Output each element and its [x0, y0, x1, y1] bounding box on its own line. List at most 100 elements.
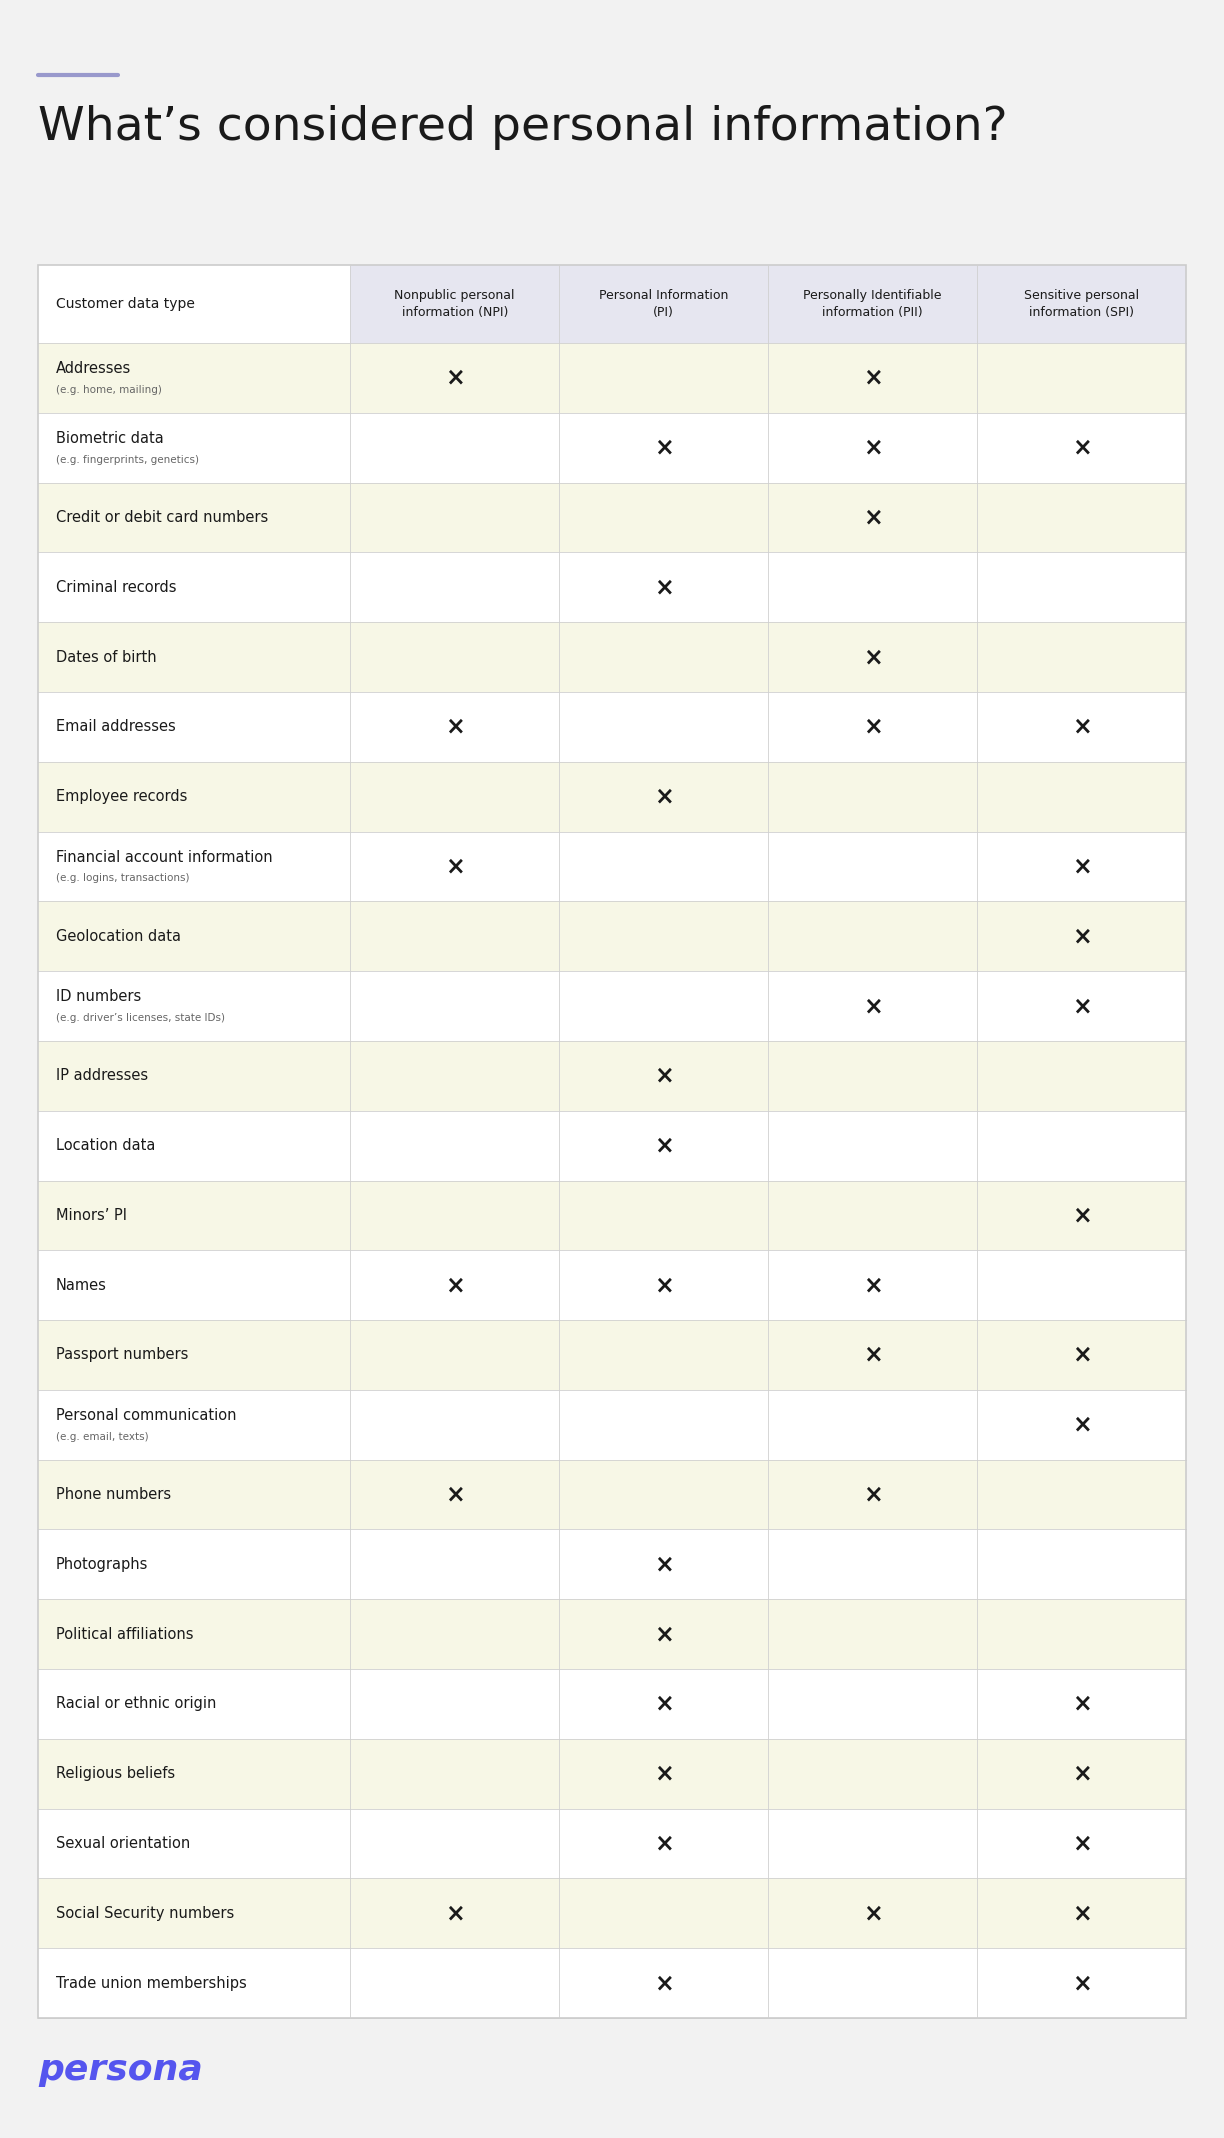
Text: (e.g. home, mailing): (e.g. home, mailing): [56, 385, 162, 396]
Text: ×: ×: [654, 785, 673, 808]
Text: ×: ×: [1072, 1343, 1092, 1366]
Text: ×: ×: [1072, 1832, 1092, 1856]
Text: ×: ×: [444, 1901, 465, 1926]
Text: ID numbers: ID numbers: [56, 990, 141, 1005]
Text: (e.g. email, texts): (e.g. email, texts): [56, 1432, 148, 1441]
Bar: [38, 483, 1186, 552]
Text: ×: ×: [444, 714, 465, 740]
Bar: [38, 1809, 1186, 1879]
Text: ×: ×: [654, 575, 673, 599]
Text: ×: ×: [1072, 924, 1092, 949]
Text: Sexual orientation: Sexual orientation: [56, 1837, 190, 1852]
Text: Financial account information: Financial account information: [56, 851, 273, 866]
Text: ×: ×: [654, 1691, 673, 1717]
Text: IP addresses: IP addresses: [56, 1069, 148, 1084]
Bar: [38, 1529, 1186, 1599]
Text: ×: ×: [654, 1971, 673, 1995]
Text: Location data: Location data: [56, 1137, 155, 1152]
Text: Racial or ethnic origin: Racial or ethnic origin: [56, 1695, 217, 1710]
Text: Credit or debit card numbers: Credit or debit card numbers: [56, 511, 268, 526]
Text: Personal communication: Personal communication: [56, 1409, 236, 1424]
Text: ×: ×: [444, 366, 465, 389]
Bar: [38, 342, 1186, 413]
Text: Criminal records: Criminal records: [56, 579, 176, 594]
Text: Names: Names: [56, 1279, 106, 1293]
Text: ×: ×: [863, 714, 883, 740]
Text: Dates of birth: Dates of birth: [56, 650, 157, 665]
Text: (e.g. logins, transactions): (e.g. logins, transactions): [56, 872, 190, 883]
Text: Nonpublic personal
information (NPI): Nonpublic personal information (NPI): [394, 289, 515, 319]
Bar: [38, 761, 1186, 832]
Text: ×: ×: [444, 855, 465, 879]
Text: ×: ×: [654, 1274, 673, 1298]
Bar: [38, 413, 1186, 483]
Bar: [38, 265, 1186, 2018]
Bar: [350, 265, 1186, 342]
Text: ×: ×: [863, 1482, 883, 1507]
Text: Email addresses: Email addresses: [56, 718, 176, 733]
Text: Social Security numbers: Social Security numbers: [56, 1905, 234, 1920]
Text: ×: ×: [654, 1832, 673, 1856]
Text: Sensitive personal
information (SPI): Sensitive personal information (SPI): [1024, 289, 1140, 319]
Text: ×: ×: [444, 1274, 465, 1298]
Text: Passport numbers: Passport numbers: [56, 1347, 188, 1362]
Text: ×: ×: [1072, 1204, 1092, 1227]
Text: Religious beliefs: Religious beliefs: [56, 1766, 175, 1781]
Bar: [38, 1738, 1186, 1809]
Text: ×: ×: [1072, 1971, 1092, 1995]
Text: ×: ×: [863, 505, 883, 530]
Bar: [38, 902, 1186, 971]
Text: Trade union memberships: Trade union memberships: [56, 1976, 247, 1990]
Bar: [38, 1041, 1186, 1112]
Text: ×: ×: [863, 1901, 883, 1926]
Bar: [38, 1879, 1186, 1948]
Text: Geolocation data: Geolocation data: [56, 928, 181, 943]
Bar: [38, 1180, 1186, 1251]
Text: ×: ×: [863, 436, 883, 460]
Text: What’s considered personal information?: What’s considered personal information?: [38, 105, 1007, 150]
Text: Minors’ PI: Minors’ PI: [56, 1208, 127, 1223]
Text: ×: ×: [863, 366, 883, 389]
Text: ×: ×: [654, 1623, 673, 1646]
Bar: [38, 1948, 1186, 2018]
Text: ×: ×: [863, 646, 883, 669]
Text: Political affiliations: Political affiliations: [56, 1627, 193, 1642]
Text: ×: ×: [1072, 1691, 1092, 1717]
Text: ×: ×: [654, 436, 673, 460]
Text: ×: ×: [654, 1552, 673, 1576]
Bar: [38, 693, 1186, 761]
Bar: [38, 1251, 1186, 1319]
Text: Biometric data: Biometric data: [56, 432, 164, 447]
Text: persona: persona: [38, 2052, 203, 2087]
Text: Photographs: Photographs: [56, 1556, 148, 1571]
Text: ×: ×: [1072, 1762, 1092, 1785]
Bar: [38, 1599, 1186, 1670]
Text: Employee records: Employee records: [56, 789, 187, 804]
Bar: [38, 622, 1186, 693]
Text: Personal Information
(PI): Personal Information (PI): [599, 289, 728, 319]
Bar: [38, 1670, 1186, 1738]
Text: ×: ×: [863, 994, 883, 1018]
Text: ×: ×: [1072, 855, 1092, 879]
Text: ×: ×: [444, 1482, 465, 1507]
Text: ×: ×: [654, 1133, 673, 1157]
Text: ×: ×: [654, 1762, 673, 1785]
Bar: [38, 1460, 1186, 1529]
Text: (e.g. driver’s licenses, state IDs): (e.g. driver’s licenses, state IDs): [56, 1013, 225, 1022]
Text: ×: ×: [654, 1065, 673, 1088]
Text: Customer data type: Customer data type: [56, 297, 195, 310]
Text: Phone numbers: Phone numbers: [56, 1488, 171, 1503]
Text: ×: ×: [1072, 1413, 1092, 1437]
Bar: [38, 1112, 1186, 1180]
Text: ×: ×: [1072, 436, 1092, 460]
Text: ×: ×: [1072, 994, 1092, 1018]
Text: Personally Identifiable
information (PII): Personally Identifiable information (PII…: [803, 289, 941, 319]
Text: ×: ×: [1072, 714, 1092, 740]
Text: ×: ×: [863, 1274, 883, 1298]
Text: (e.g. fingerprints, genetics): (e.g. fingerprints, genetics): [56, 455, 200, 464]
Text: ×: ×: [1072, 1901, 1092, 1926]
Bar: [38, 1390, 1186, 1460]
Bar: [38, 1319, 1186, 1390]
Bar: [38, 832, 1186, 902]
Bar: [38, 552, 1186, 622]
